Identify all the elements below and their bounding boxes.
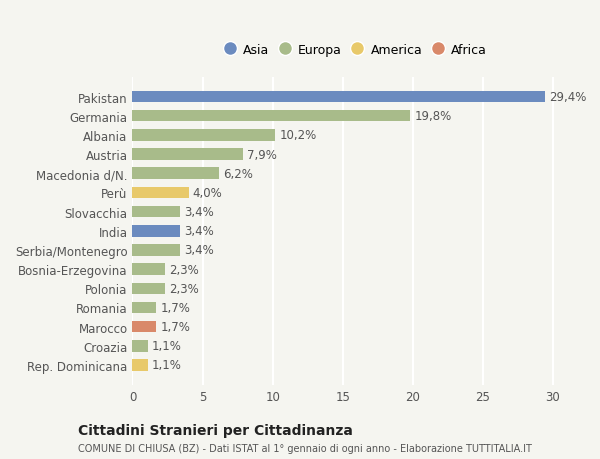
Bar	[133, 283, 165, 294]
Legend: Asia, Europa, America, Africa: Asia, Europa, America, Africa	[227, 44, 487, 57]
Bar	[133, 225, 180, 237]
Bar	[133, 130, 275, 141]
Bar	[133, 149, 243, 161]
Text: 1,7%: 1,7%	[161, 320, 190, 333]
Text: 2,3%: 2,3%	[169, 282, 199, 295]
Bar	[133, 340, 148, 352]
Text: 1,1%: 1,1%	[152, 340, 182, 353]
Text: COMUNE DI CHIUSA (BZ) - Dati ISTAT al 1° gennaio di ogni anno - Elaborazione TUT: COMUNE DI CHIUSA (BZ) - Dati ISTAT al 1°…	[78, 443, 532, 453]
Text: 10,2%: 10,2%	[280, 129, 317, 142]
Bar	[133, 92, 545, 103]
Text: 3,4%: 3,4%	[184, 225, 214, 238]
Bar	[133, 302, 157, 313]
Text: 7,9%: 7,9%	[247, 148, 277, 161]
Text: Cittadini Stranieri per Cittadinanza: Cittadini Stranieri per Cittadinanza	[78, 423, 353, 437]
Text: 6,2%: 6,2%	[224, 168, 253, 180]
Bar	[133, 111, 410, 122]
Bar	[133, 187, 188, 199]
Text: 4,0%: 4,0%	[193, 186, 223, 200]
Bar	[133, 264, 165, 275]
Text: 1,7%: 1,7%	[161, 301, 190, 314]
Text: 19,8%: 19,8%	[414, 110, 451, 123]
Bar	[133, 168, 220, 179]
Bar	[133, 207, 180, 218]
Text: 3,4%: 3,4%	[184, 206, 214, 218]
Bar	[133, 359, 148, 371]
Bar	[133, 245, 180, 256]
Bar	[133, 321, 157, 333]
Text: 1,1%: 1,1%	[152, 358, 182, 372]
Text: 3,4%: 3,4%	[184, 244, 214, 257]
Text: 2,3%: 2,3%	[169, 263, 199, 276]
Text: 29,4%: 29,4%	[549, 91, 586, 104]
